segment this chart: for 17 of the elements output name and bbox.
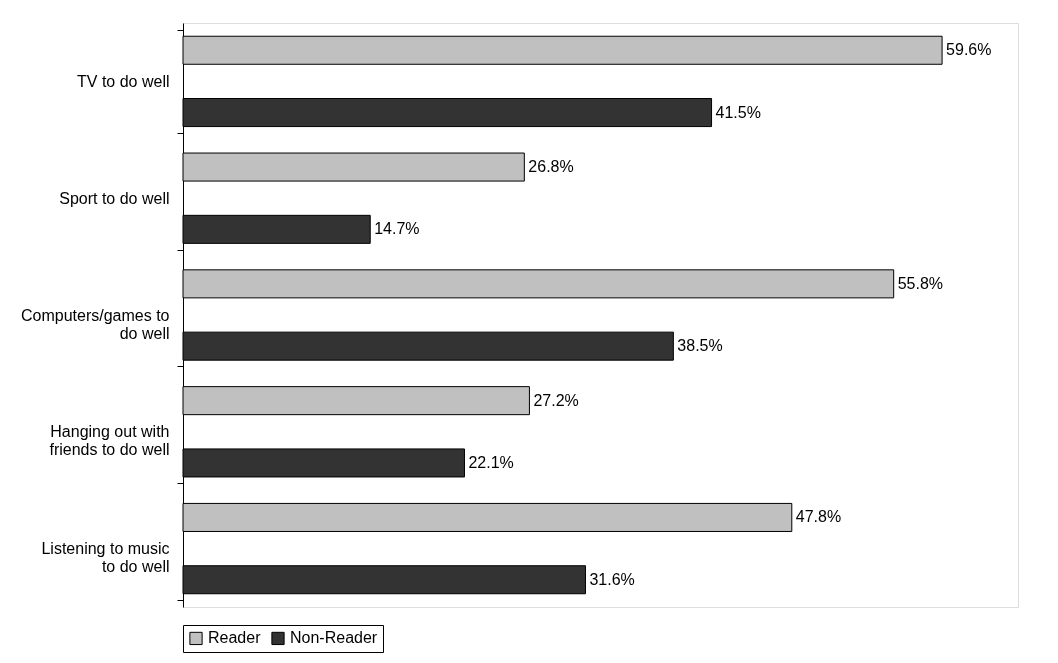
data-label: 55.8% [897,274,944,292]
data-label: 47.8% [795,508,842,526]
data-label: 14.7% [374,220,420,238]
data-label: 27.2% [533,391,579,409]
data-label: 26.8% [528,158,574,176]
y-tick-label: Computers/games to do well [20,306,170,342]
legend-label: Non-Reader [290,629,378,647]
legend-label: Reader [208,629,262,647]
data-label: 59.6% [946,41,992,59]
data-label: 38.5% [677,337,723,355]
data-label: 22.1% [468,453,514,471]
data-label: 31.6% [589,570,635,588]
y-tick-label: Listening to music to do well [41,540,170,576]
y-tick-label: Hanging out with friends to do well [49,423,170,459]
y-tick-label: Sport to do well [59,189,170,207]
data-label: 41.5% [715,103,761,121]
y-tick-label: TV to do well [77,72,170,90]
